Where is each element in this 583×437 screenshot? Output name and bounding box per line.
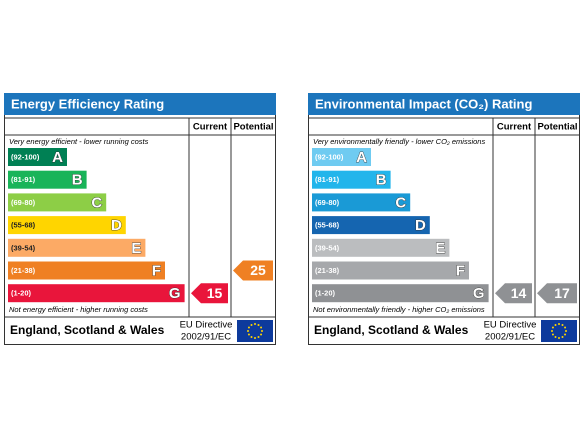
rating-value: 15 — [207, 285, 223, 301]
band-range: (39-54) — [315, 243, 340, 252]
band-letter: E — [435, 240, 445, 257]
band-letter: C — [395, 194, 406, 211]
bottom-note: Not environmentally friendly - higher CO… — [313, 305, 485, 314]
rating-panel: Energy Efficiency Rating Current Potential… — [4, 93, 276, 345]
eu-star — [260, 333, 263, 336]
band-range: (55-68) — [315, 221, 340, 230]
band-letter: A — [52, 149, 63, 166]
eu-star — [554, 323, 557, 326]
eu-star — [257, 336, 260, 339]
band-letter: B — [376, 172, 387, 189]
eu-star — [551, 330, 553, 332]
column-header: Potential — [537, 122, 577, 133]
rating-value: 14 — [511, 285, 527, 301]
directive: 2002/91/EC — [181, 332, 231, 343]
rating-value: 25 — [250, 262, 266, 278]
footer-region: England, Scotland & Wales — [314, 323, 469, 337]
eu-star — [260, 326, 263, 329]
band-range: (39-54) — [11, 243, 36, 252]
eu-star — [247, 333, 250, 336]
band-letter: B — [72, 172, 83, 189]
band-range: (69-80) — [315, 198, 340, 207]
band-letter: D — [415, 217, 426, 234]
band-letter: G — [169, 285, 181, 302]
column-header: Current — [193, 122, 228, 133]
eu-star — [250, 323, 253, 326]
top-note: Very energy efficient - lower running co… — [9, 137, 149, 146]
bottom-note: Not energy efficient - higher running co… — [9, 305, 148, 314]
eu-star — [254, 323, 256, 325]
column-header: Potential — [233, 122, 273, 133]
directive: 2002/91/EC — [485, 332, 535, 343]
eu-star — [564, 333, 567, 336]
panel-title: Environmental Impact (CO₂) Rating — [315, 96, 532, 111]
rating-arrow — [537, 283, 577, 304]
column-header: Current — [497, 122, 532, 133]
eu-flag — [541, 320, 577, 342]
band-letter: C — [91, 194, 102, 211]
rating-arrow — [233, 260, 273, 281]
rating-band — [312, 261, 469, 280]
band-letter: E — [131, 240, 141, 257]
rating-band — [312, 284, 489, 303]
band-range: (81-91) — [11, 175, 36, 184]
rating-arrow — [495, 283, 532, 304]
rating-band — [312, 148, 371, 166]
directive: EU Directive — [180, 320, 233, 331]
rating-band — [8, 193, 107, 212]
band-range: (69-80) — [11, 198, 36, 207]
eu-star — [261, 330, 263, 332]
band-letter: F — [456, 262, 465, 279]
eu-star — [551, 333, 554, 336]
eu-star — [250, 336, 253, 339]
eu-star — [254, 337, 256, 339]
rating-band — [312, 216, 430, 235]
band-range: (1-20) — [315, 289, 336, 298]
title-bar — [308, 93, 580, 115]
eu-star — [257, 323, 260, 326]
top-note: Very environmentally friendly - lower CO… — [313, 137, 485, 146]
eu-star — [564, 326, 567, 329]
rating-band — [8, 238, 146, 257]
eu-star — [558, 323, 560, 325]
band-range: (55-68) — [11, 221, 36, 230]
band-range: (1-20) — [11, 289, 32, 298]
eu-star — [247, 330, 249, 332]
band-range: (92-100) — [315, 152, 344, 161]
eu-star — [558, 337, 560, 339]
band-range: (21-38) — [11, 266, 36, 275]
band-letter: F — [152, 262, 161, 279]
eu-star — [565, 330, 567, 332]
rating-band — [312, 238, 450, 257]
band-range: (92-100) — [11, 152, 40, 161]
eu-star — [247, 326, 250, 329]
rating-arrow — [191, 283, 228, 304]
directive: EU Directive — [484, 320, 537, 331]
band-letter: G — [473, 285, 485, 302]
rating-band — [8, 148, 67, 166]
title-bar — [4, 93, 276, 115]
band-range: (21-38) — [315, 266, 340, 275]
eu-flag — [237, 320, 273, 342]
eu-star — [561, 323, 564, 326]
rating-band — [312, 193, 411, 212]
footer-region: England, Scotland & Wales — [10, 323, 165, 337]
eu-star — [551, 326, 554, 329]
rating-band — [8, 216, 126, 235]
rating-value: 17 — [554, 285, 570, 301]
band-letter: D — [111, 217, 122, 234]
eu-star — [554, 336, 557, 339]
rating-band — [8, 284, 185, 303]
panel-title: Energy Efficiency Rating — [11, 96, 164, 111]
eu-star — [561, 336, 564, 339]
band-range: (81-91) — [315, 175, 340, 184]
rating-panel: Environmental Impact (CO₂) Rating Current… — [308, 93, 580, 345]
rating-band — [8, 170, 87, 189]
rating-band — [312, 170, 391, 189]
band-letter: A — [356, 149, 367, 166]
rating-band — [8, 261, 165, 280]
